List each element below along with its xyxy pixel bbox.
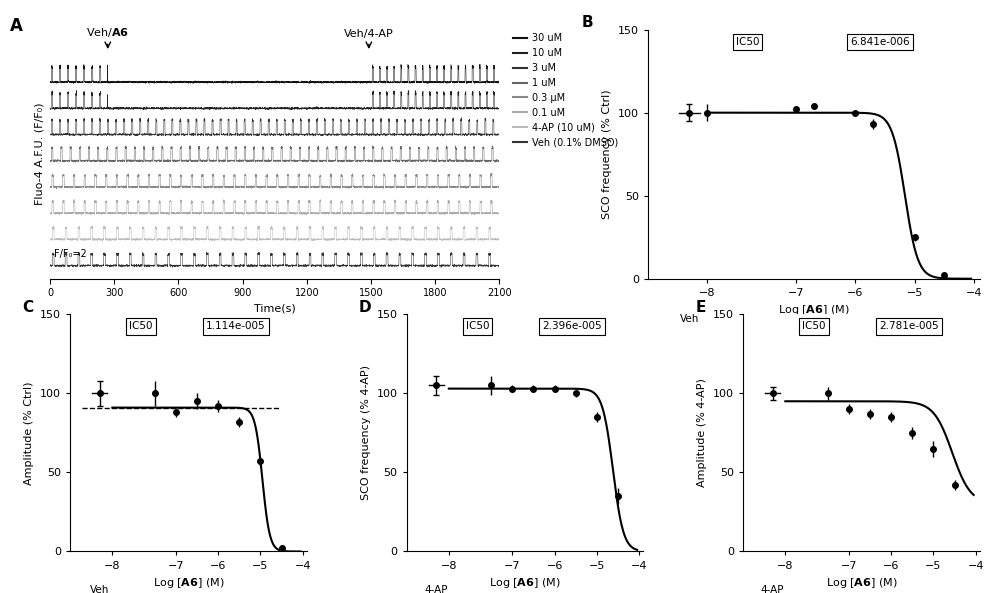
Text: 1.114e-005: 1.114e-005 — [206, 321, 266, 331]
Text: IC50: IC50 — [802, 321, 826, 331]
Y-axis label: Amplitude (% Ctrl): Amplitude (% Ctrl) — [24, 381, 34, 484]
X-axis label: Log [$\bf{A6}$] (M): Log [$\bf{A6}$] (M) — [153, 576, 224, 590]
Text: 4-AP: 4-AP — [761, 585, 784, 593]
Text: B: B — [581, 15, 593, 30]
Text: C: C — [23, 300, 34, 315]
Text: 2.781e-005: 2.781e-005 — [879, 321, 939, 331]
Text: 4-AP: 4-AP — [424, 585, 448, 593]
Y-axis label: Fluo-4 A.F.U. (F/F₀): Fluo-4 A.F.U. (F/F₀) — [34, 103, 44, 205]
Text: Veh/$\bf{A6}$: Veh/$\bf{A6}$ — [86, 26, 129, 39]
Text: Veh: Veh — [680, 314, 699, 324]
Text: IC50: IC50 — [129, 321, 153, 331]
Text: D: D — [359, 300, 372, 315]
X-axis label: Log [$\bf{A6}$] (M): Log [$\bf{A6}$] (M) — [489, 576, 561, 590]
Text: 2.396e-005: 2.396e-005 — [543, 321, 602, 331]
Text: Veh: Veh — [90, 585, 109, 593]
Text: 6.841e-006: 6.841e-006 — [851, 37, 910, 47]
Text: F/F₀=2: F/F₀=2 — [54, 249, 87, 259]
Text: A: A — [10, 17, 22, 35]
Text: Veh/4-AP: Veh/4-AP — [344, 29, 394, 39]
Legend: 30 uM, 10 uM, 3 uM, 1 uM, 0.3 μM, 0.1 uM, 4-AP (10 uM), Veh (0.1% DMSO): 30 uM, 10 uM, 3 uM, 1 uM, 0.3 μM, 0.1 uM… — [509, 30, 622, 151]
Y-axis label: Amplitude (% 4-AP): Amplitude (% 4-AP) — [697, 378, 707, 487]
Text: IC50: IC50 — [736, 37, 759, 47]
X-axis label: Log [$\bf{A6}$] (M): Log [$\bf{A6}$] (M) — [778, 303, 850, 317]
X-axis label: Time(s): Time(s) — [254, 304, 296, 314]
Text: E: E — [696, 300, 706, 315]
Y-axis label: SCO frequency (% 4-AP): SCO frequency (% 4-AP) — [361, 365, 371, 500]
Text: IC50: IC50 — [466, 321, 489, 331]
X-axis label: Log [$\bf{A6}$] (M): Log [$\bf{A6}$] (M) — [826, 576, 897, 590]
Y-axis label: SCO frequency (% Ctrl): SCO frequency (% Ctrl) — [602, 90, 612, 219]
